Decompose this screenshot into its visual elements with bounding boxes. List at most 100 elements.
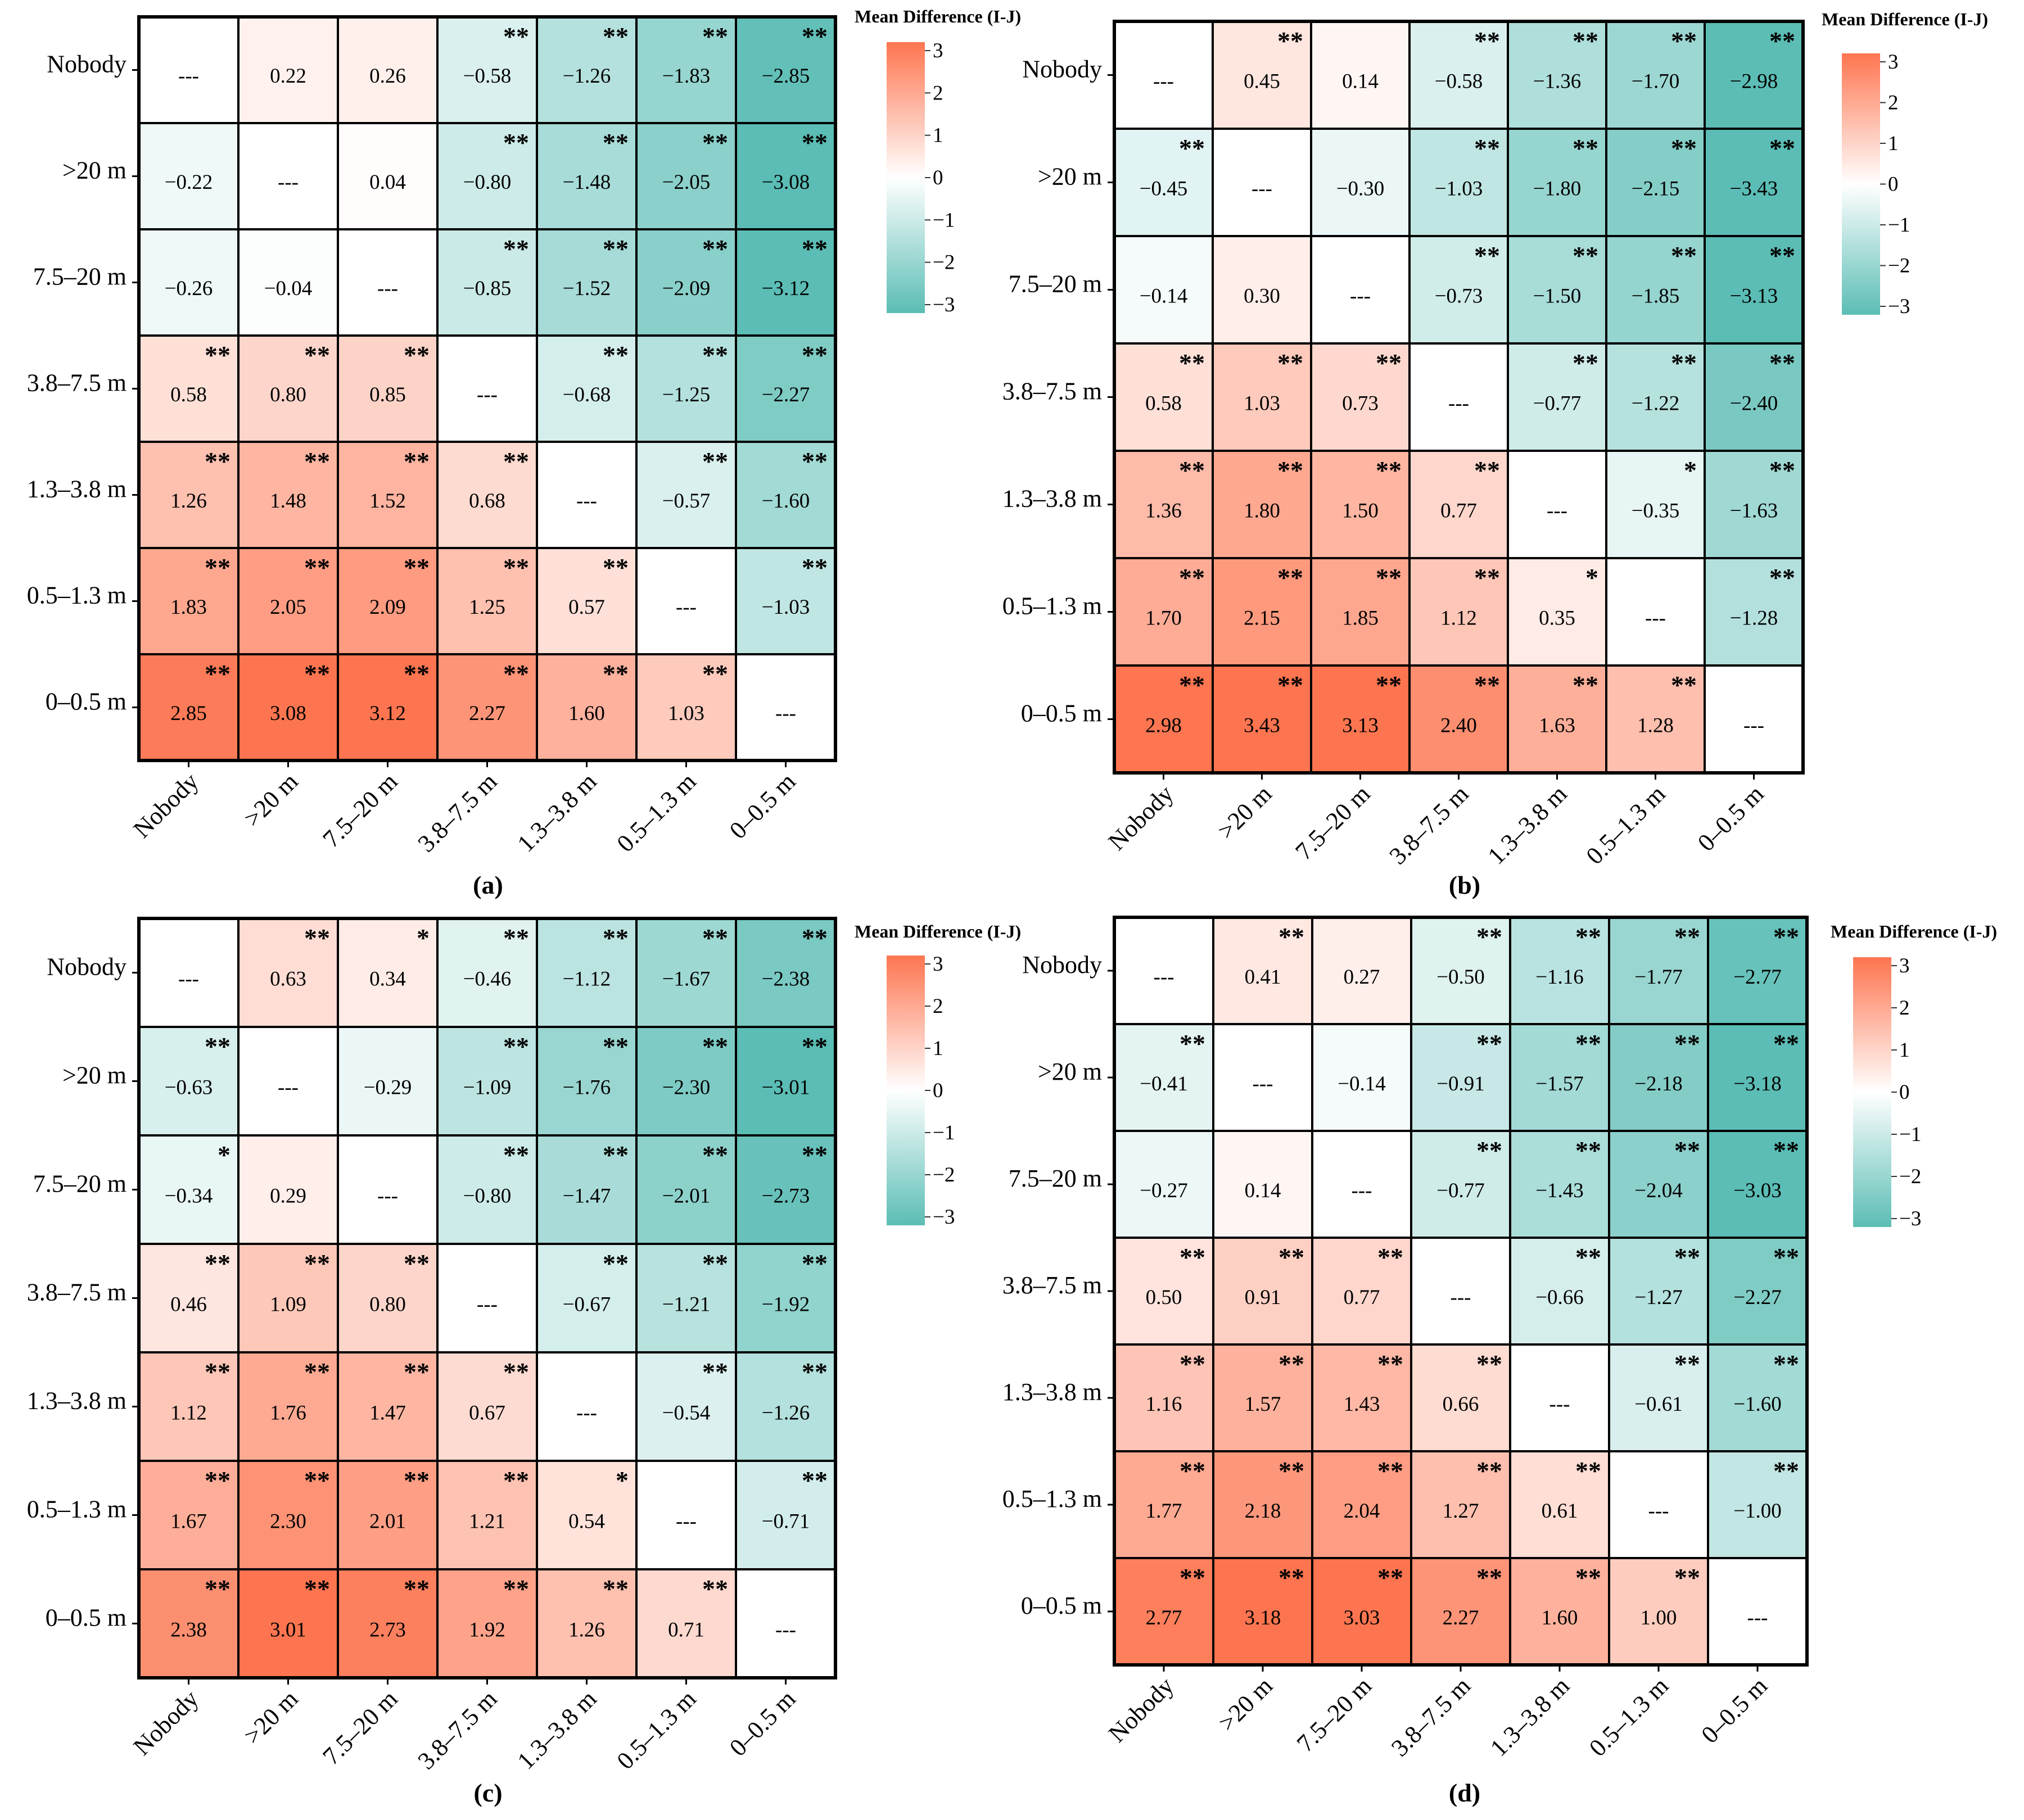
y-tick-label: Nobody (1022, 951, 1102, 979)
cell-value: --- (1352, 1179, 1372, 1202)
colorbar-tick-label: 0 (1899, 1081, 1910, 1104)
significance-marker: ** (205, 553, 231, 582)
cell-value: −1.00 (1733, 1500, 1782, 1523)
heatmap-cell (735, 122, 837, 230)
y-tick-label: >20 m (1038, 163, 1102, 191)
significance-marker: ** (702, 1357, 728, 1386)
colorbar-title: Mean Difference (I-J) (1831, 921, 1997, 941)
cell-value: −2.77 (1733, 966, 1782, 989)
significance-marker: ** (1376, 456, 1402, 485)
cell-value: −3.13 (1730, 284, 1778, 307)
significance-marker: ** (1476, 1029, 1502, 1058)
colorbar-tick-label: 2 (1888, 92, 1899, 115)
cell-value: 1.76 (270, 1402, 306, 1425)
significance-marker: ** (802, 22, 828, 51)
significance-marker: ** (503, 447, 529, 476)
significance-marker: ** (304, 1574, 330, 1603)
significance-marker: ** (1476, 922, 1502, 951)
significance-marker: ** (1474, 671, 1500, 699)
colorbar-tick-label: 1 (933, 124, 943, 147)
significance-marker: ** (503, 1357, 529, 1386)
heatmap-cell (1113, 664, 1214, 774)
cell-value: 0.58 (170, 383, 207, 406)
heatmap-cell (138, 1243, 240, 1353)
cell-value: −0.30 (1336, 177, 1385, 200)
cell-value: −1.63 (1730, 499, 1778, 522)
heatmap-cell (1310, 342, 1411, 452)
y-tick-label: Nobody (47, 51, 126, 78)
heatmap-cell (635, 1134, 737, 1245)
heatmap-cell (138, 334, 240, 443)
significance-marker: ** (802, 1466, 828, 1495)
significance-marker: ** (603, 234, 629, 263)
heatmap-cell (1212, 235, 1312, 345)
cell-value: −1.50 (1533, 284, 1582, 307)
heatmap-cell (436, 547, 538, 655)
significance-marker: ** (702, 1032, 728, 1061)
significance-marker: * (218, 1140, 231, 1169)
significance-marker: ** (503, 1140, 529, 1169)
cell-value: 0.61 (1542, 1500, 1578, 1523)
cell-value: 1.25 (469, 596, 505, 619)
cell-value: −0.29 (364, 1076, 412, 1099)
significance-marker: ** (1278, 1243, 1304, 1271)
cell-value: --- (1154, 966, 1174, 989)
cell-value: −0.77 (1533, 392, 1582, 415)
heatmap-cell (536, 1134, 638, 1245)
x-tick-label: 1.3–3.8 m (512, 1685, 602, 1774)
cell-value: 0.63 (270, 968, 306, 991)
y-tick-label: 3.8–7.5 m (27, 369, 126, 397)
cell-value: --- (377, 277, 398, 300)
cell-value: −0.04 (264, 277, 313, 300)
cell-value: --- (178, 65, 199, 88)
significance-marker: ** (603, 22, 629, 51)
significance-marker: ** (702, 341, 728, 369)
heatmap-cell (1507, 342, 1607, 452)
cell-value: --- (278, 171, 299, 194)
heatmap-cell (1408, 235, 1509, 345)
cell-value: 1.52 (369, 490, 406, 513)
heatmap-cell (1509, 1343, 1610, 1452)
x-tick-label: 0.5–1.3 m (612, 767, 702, 857)
heatmap-cell (1113, 1130, 1214, 1239)
heatmap-cell (337, 1460, 439, 1570)
cell-value: −2.30 (662, 1076, 711, 1099)
heatmap-cell (138, 1351, 240, 1462)
cell-value: 0.77 (1344, 1286, 1380, 1309)
y-tick-label: Nobody (47, 953, 126, 981)
significance-marker: ** (1377, 1563, 1403, 1592)
cell-value: --- (1747, 1606, 1768, 1629)
significance-marker: ** (1674, 1029, 1700, 1058)
heatmap-cell (1605, 235, 1706, 345)
y-tick-label: 3.8–7.5 m (27, 1279, 126, 1306)
significance-marker: ** (802, 1032, 828, 1061)
cell-value: 3.18 (1245, 1606, 1281, 1629)
cell-value: --- (576, 1402, 597, 1425)
heatmap-cell (1608, 1130, 1709, 1239)
cell-value: 0.68 (469, 490, 505, 513)
cell-value: 0.50 (1146, 1286, 1182, 1309)
cell-value: 1.21 (469, 1510, 505, 1533)
significance-marker: ** (1575, 1563, 1601, 1592)
significance-marker: ** (1674, 1243, 1700, 1271)
heatmap-cell (1707, 1130, 1808, 1239)
cell-value: 1.85 (1342, 606, 1379, 630)
cell-value: 0.45 (1244, 70, 1280, 93)
significance-marker: ** (1180, 1350, 1205, 1378)
significance-marker: ** (1573, 26, 1598, 55)
heatmap-cell (1113, 20, 1214, 130)
significance-marker: ** (1773, 1029, 1799, 1058)
y-tick-label: 1.3–3.8 m (1002, 485, 1102, 513)
panel-label: (a) (473, 871, 503, 899)
colorbar-tick-label: 3 (933, 953, 943, 976)
cell-value: −2.09 (662, 277, 711, 300)
heatmap-cell (337, 917, 439, 1028)
y-tick-label: 1.3–3.8 m (27, 1387, 126, 1415)
cell-value: −2.01 (662, 1185, 711, 1208)
cell-value: 1.00 (1641, 1606, 1677, 1629)
cell-value: −1.25 (662, 383, 711, 406)
significance-marker: ** (205, 659, 231, 688)
cell-value: 1.26 (170, 490, 207, 513)
x-tick-label: 0–0.5 m (724, 767, 801, 844)
